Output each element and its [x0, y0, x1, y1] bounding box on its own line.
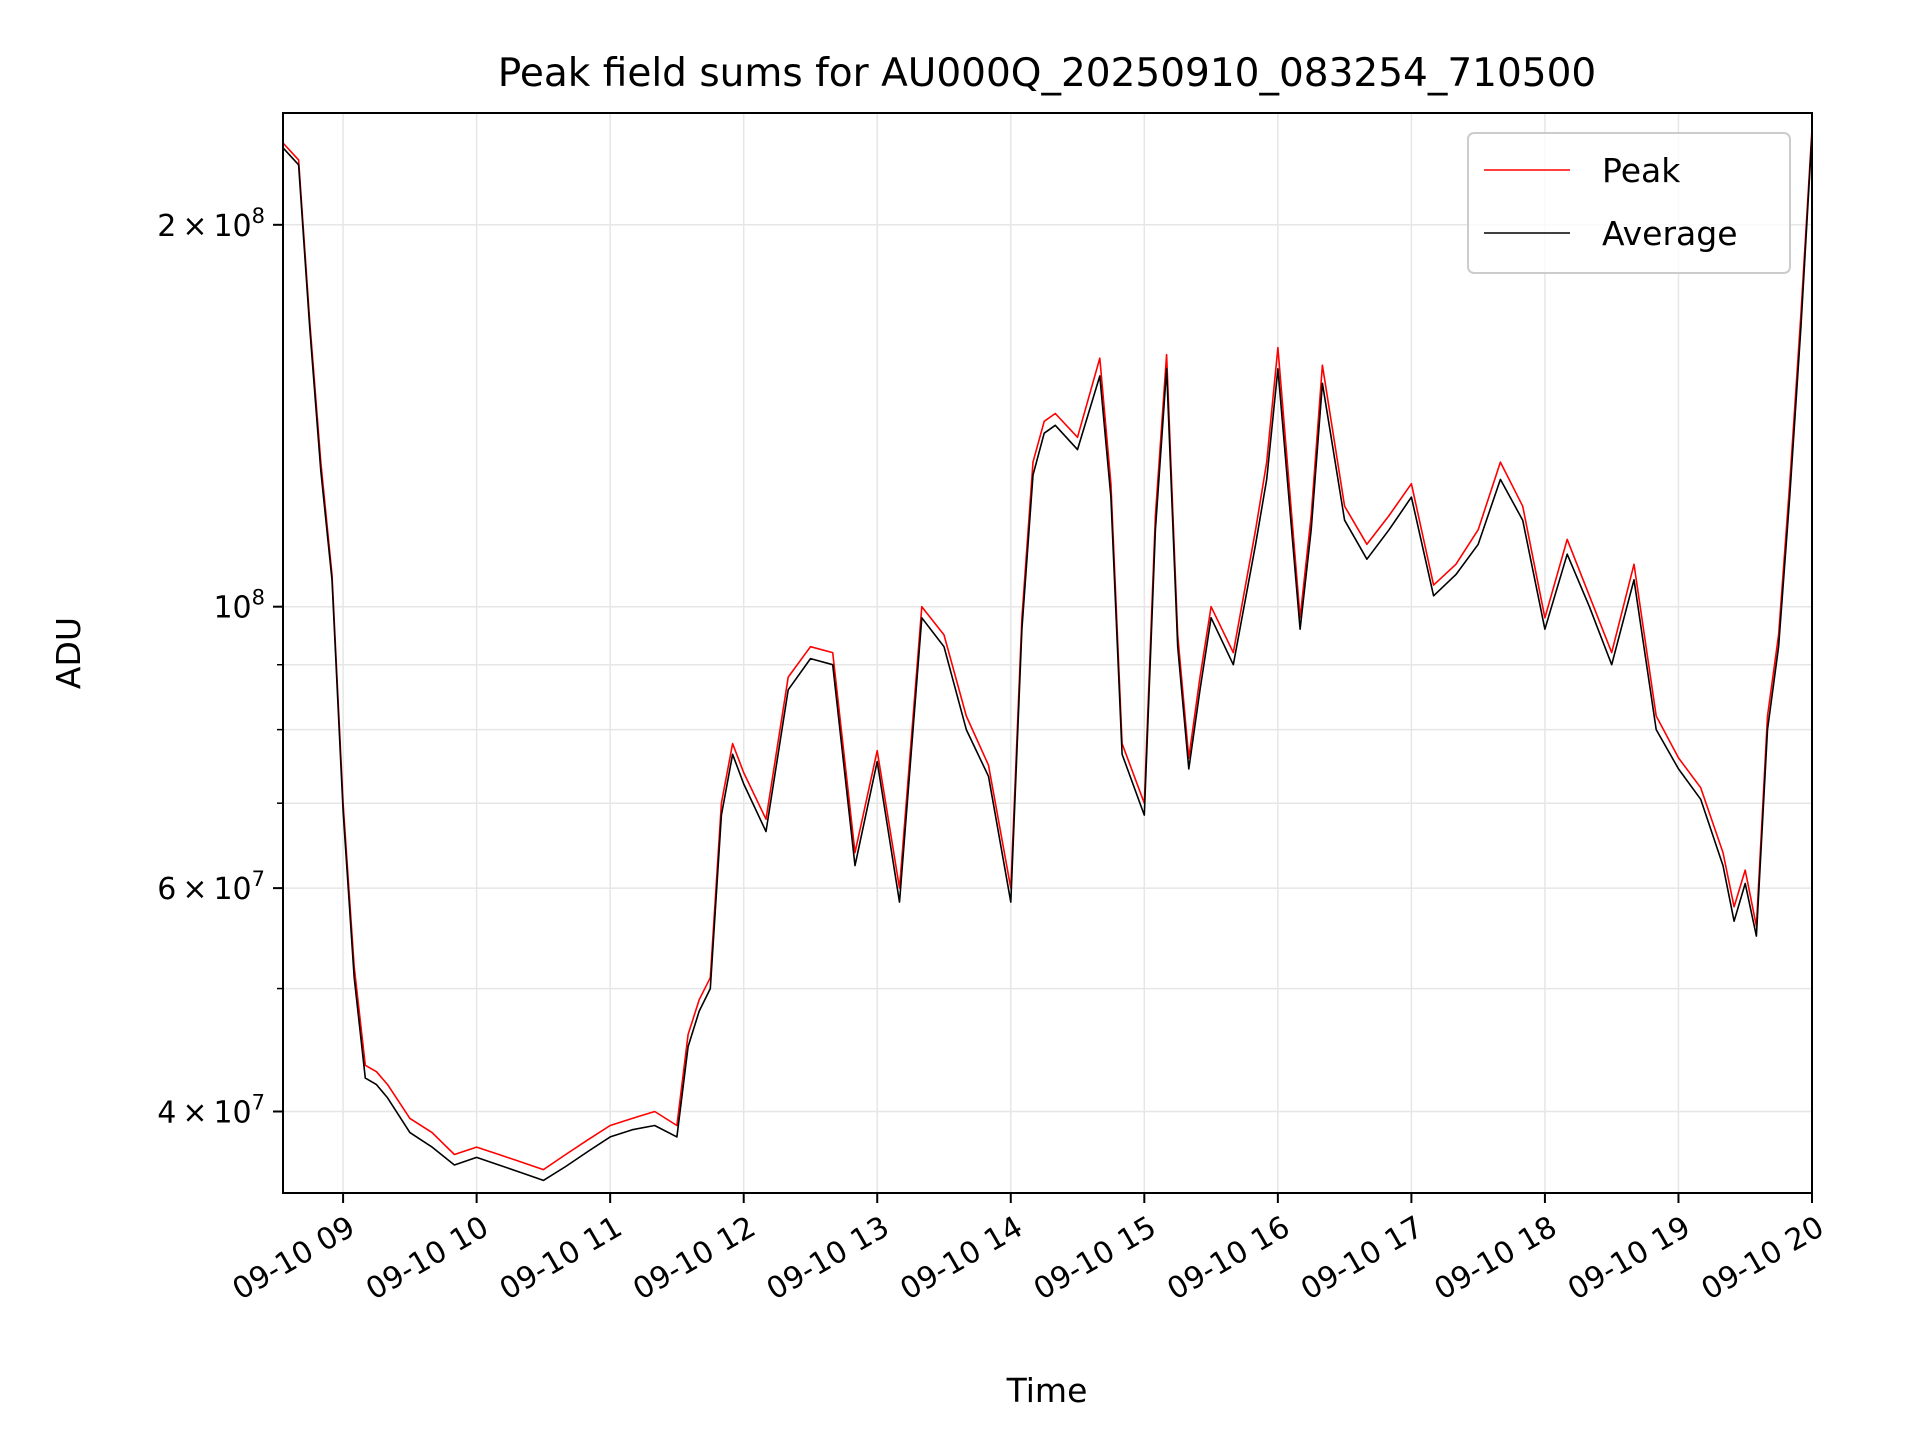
- y-tick-label: 4 × 107: [157, 1091, 265, 1131]
- legend-box: [1467, 132, 1791, 274]
- y-axis: 4 × 107 6 × 107 108 2 × 108: [157, 204, 283, 1131]
- series-layer: [282, 128, 1813, 1182]
- legend-label-peak: Peak: [1602, 151, 1681, 190]
- legend-label-average: Average: [1602, 214, 1738, 253]
- y-tick-label: 2 × 108: [157, 204, 265, 244]
- series-line-peak: [282, 128, 1813, 1171]
- y-tick-label: 108: [213, 586, 265, 626]
- grid: [283, 113, 1813, 1193]
- y-axis-label: ADU: [49, 617, 88, 689]
- y-tick-label: 6 × 107: [157, 867, 265, 907]
- chart-title: Peak field sums for AU000Q_20250910_0832…: [498, 51, 1596, 96]
- plot-area-frame: [282, 112, 1813, 1194]
- legend: Peak Average: [1467, 132, 1791, 274]
- x-axis-label: Time: [1006, 1371, 1088, 1410]
- series-line-average: [282, 133, 1813, 1182]
